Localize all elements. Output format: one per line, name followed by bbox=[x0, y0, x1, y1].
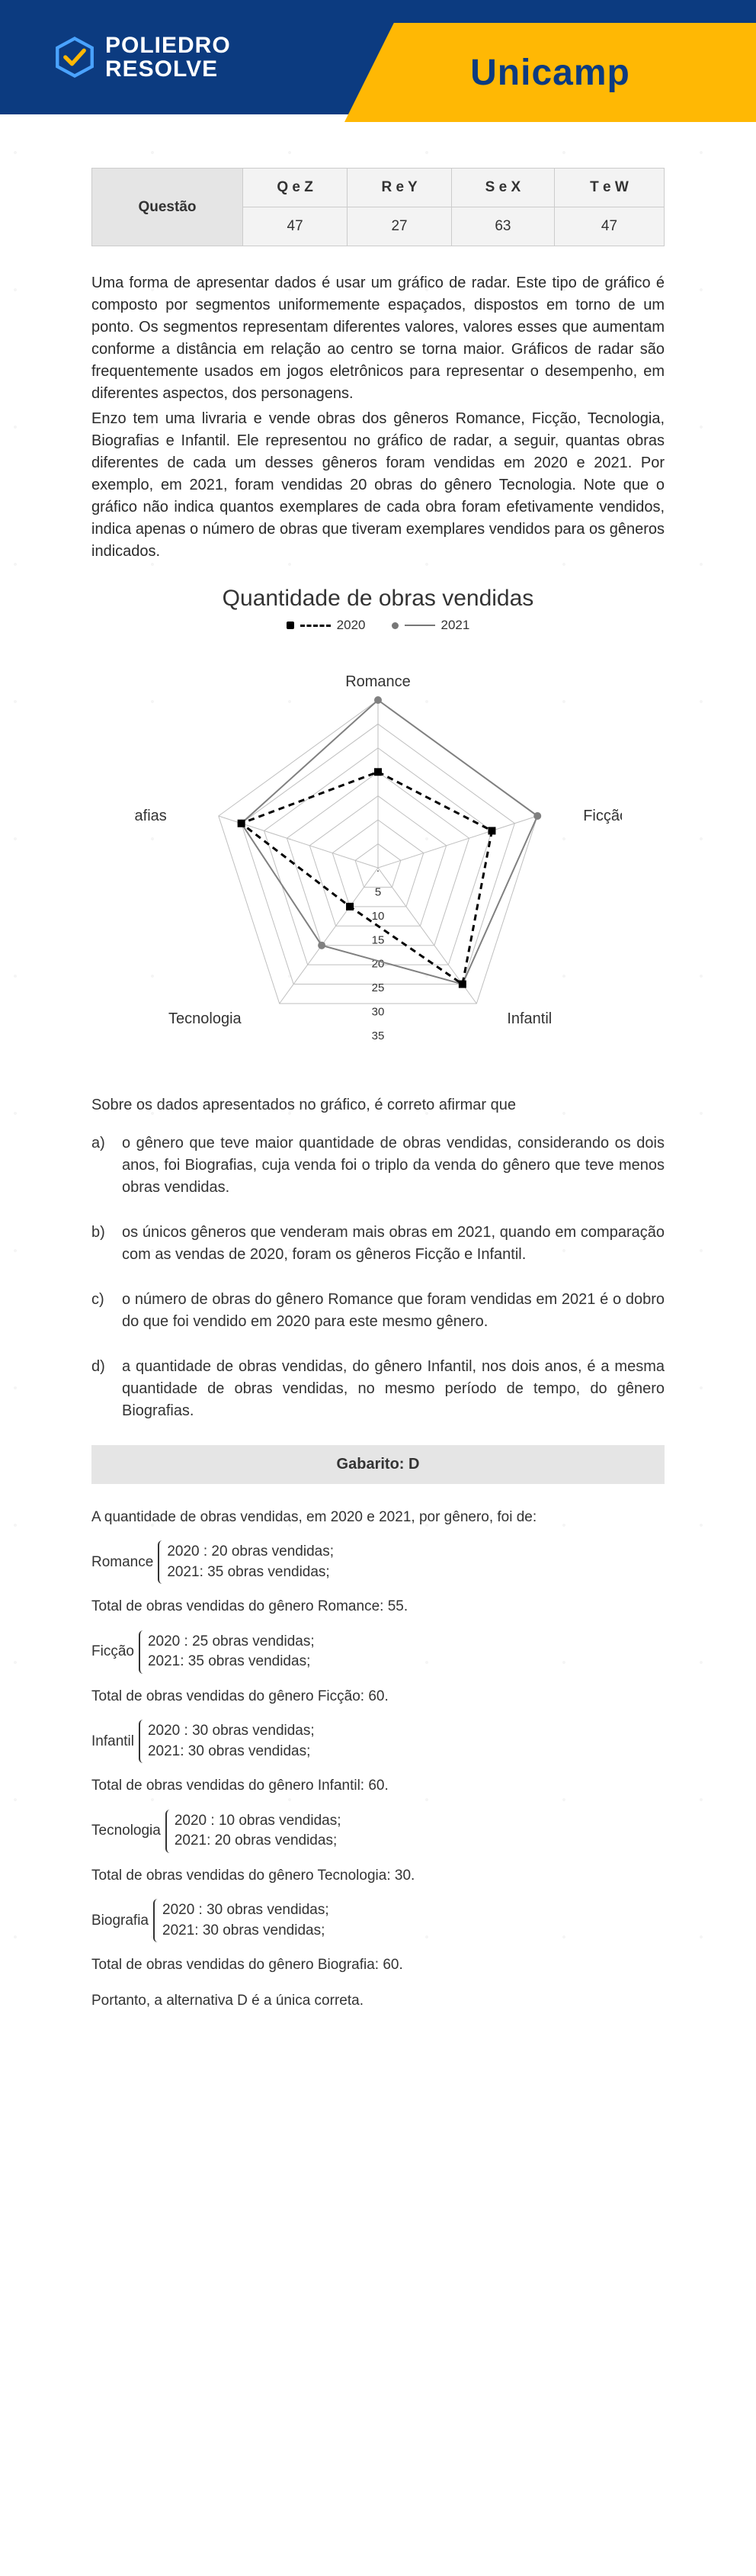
solution-genre-label: Infantil bbox=[91, 1730, 139, 1754]
solution-line: 2021: 20 obras vendidas; bbox=[175, 1831, 341, 1852]
option-label: c) bbox=[91, 1289, 111, 1333]
option-label: d) bbox=[91, 1356, 111, 1422]
solution-genre-label: Tecnologia bbox=[91, 1819, 165, 1843]
svg-text:Romance: Romance bbox=[345, 673, 411, 690]
paragraph-1: Uma forma de apresentar dados é usar um … bbox=[91, 272, 665, 405]
svg-text:30: 30 bbox=[372, 1006, 385, 1019]
solution-line: 2020 : 30 obras vendidas; bbox=[148, 1721, 315, 1742]
option-text: a quantidade de obras vendidas, do gêner… bbox=[122, 1356, 665, 1422]
solution: A quantidade de obras vendidas, em 2020 … bbox=[91, 1505, 665, 2013]
legend-2020: 2020 bbox=[287, 618, 366, 633]
solution-row: Infantil2020 : 30 obras vendidas;2021: 3… bbox=[91, 1720, 665, 1763]
svg-text:5: 5 bbox=[375, 885, 381, 898]
table-header: R e Y bbox=[348, 169, 452, 207]
option-c: c) o número de obras do gênero Romance q… bbox=[91, 1289, 665, 1333]
table-cell: 47 bbox=[554, 207, 664, 246]
options: a) o gênero que teve maior quantidade de… bbox=[91, 1132, 665, 1422]
option-text: o número de obras do gênero Romance que … bbox=[122, 1289, 665, 1333]
solution-line: 2020 : 10 obras vendidas; bbox=[175, 1811, 341, 1832]
solution-row: Romance2020 : 20 obras vendidas;2021: 35… bbox=[91, 1540, 665, 1584]
solution-brace: 2020 : 30 obras vendidas;2021: 30 obras … bbox=[153, 1899, 337, 1942]
solution-row: Ficção2020 : 25 obras vendidas;2021: 35 … bbox=[91, 1630, 665, 1674]
radar-chart: .5101520253035RomanceFicçãoInfantilTecno… bbox=[91, 639, 665, 1081]
solution-total: Total de obras vendidas do gênero Romanc… bbox=[91, 1595, 665, 1619]
option-label: b) bbox=[91, 1222, 111, 1266]
svg-text:.: . bbox=[376, 862, 380, 875]
option-text: o gênero que teve maior quantidade de ob… bbox=[122, 1132, 665, 1199]
solution-total: Total de obras vendidas do gênero Biogra… bbox=[91, 1953, 665, 1977]
solution-line: 2021: 35 obras vendidas; bbox=[148, 1652, 315, 1672]
solution-genre-label: Romance bbox=[91, 1550, 158, 1575]
legend-line-dashed-icon bbox=[300, 625, 331, 627]
svg-text:15: 15 bbox=[372, 933, 385, 946]
question-lead: Sobre os dados apresentados no gráfico, … bbox=[91, 1097, 665, 1114]
option-b: b) os únicos gêneros que venderam mais o… bbox=[91, 1222, 665, 1266]
option-a: a) o gênero que teve maior quantidade de… bbox=[91, 1132, 665, 1199]
svg-text:25: 25 bbox=[372, 981, 385, 994]
solution-total: Total de obras vendidas do gênero Tecnol… bbox=[91, 1864, 665, 1888]
table-row-label: Questão bbox=[92, 169, 243, 246]
legend-marker-circle-icon bbox=[392, 622, 399, 629]
legend-line-solid-icon bbox=[405, 625, 435, 626]
chart-legend: 2020 2021 bbox=[91, 618, 665, 633]
option-label: a) bbox=[91, 1132, 111, 1199]
solution-line: 2020 : 25 obras vendidas; bbox=[148, 1632, 315, 1653]
brand-block: POLIEDRO RESOLVE bbox=[53, 34, 231, 82]
svg-text:Tecnologia: Tecnologia bbox=[168, 1010, 242, 1027]
table-header: Q e Z bbox=[242, 169, 347, 207]
content: Questão Q e Z R e Y S e X T e W 47 27 63… bbox=[0, 114, 756, 2059]
solution-brace: 2020 : 10 obras vendidas;2021: 20 obras … bbox=[165, 1810, 349, 1853]
chart-title: Quantidade de obras vendidas bbox=[91, 586, 665, 612]
answer-bar: Gabarito: D bbox=[91, 1445, 665, 1484]
solution-total: Total de obras vendidas do gênero Ficção… bbox=[91, 1685, 665, 1709]
legend-label: 2020 bbox=[337, 618, 366, 633]
brand-line2: RESOLVE bbox=[105, 57, 231, 82]
solution-line: 2021: 30 obras vendidas; bbox=[148, 1742, 315, 1762]
solution-row: Tecnologia2020 : 10 obras vendidas;2021:… bbox=[91, 1810, 665, 1853]
legend-marker-square-icon bbox=[287, 622, 294, 629]
exam-badge: Unicamp bbox=[344, 23, 756, 122]
solution-brace: 2020 : 30 obras vendidas;2021: 30 obras … bbox=[139, 1720, 322, 1763]
table-header: S e X bbox=[451, 169, 554, 207]
solution-intro: A quantidade de obras vendidas, em 2020 … bbox=[91, 1505, 665, 1530]
check-hex-icon bbox=[53, 36, 96, 79]
legend-label: 2021 bbox=[441, 618, 470, 633]
svg-text:Ficção: Ficção bbox=[583, 808, 622, 824]
solution-total: Total de obras vendidas do gênero Infant… bbox=[91, 1774, 665, 1798]
svg-text:Biografias: Biografias bbox=[134, 808, 167, 824]
solution-line: 2021: 30 obras vendidas; bbox=[162, 1921, 329, 1942]
brand-line1: POLIEDRO bbox=[105, 34, 231, 58]
table-cell: 63 bbox=[451, 207, 554, 246]
option-text: os únicos gêneros que venderam mais obra… bbox=[122, 1222, 665, 1266]
question-table: Questão Q e Z R e Y S e X T e W 47 27 63… bbox=[91, 168, 665, 246]
table-cell: 27 bbox=[348, 207, 452, 246]
legend-2021: 2021 bbox=[392, 618, 470, 633]
header: POLIEDRO RESOLVE Unicamp bbox=[0, 0, 756, 114]
option-d: d) a quantidade de obras vendidas, do gê… bbox=[91, 1356, 665, 1422]
solution-row: Biografia2020 : 30 obras vendidas;2021: … bbox=[91, 1899, 665, 1942]
svg-text:35: 35 bbox=[372, 1029, 385, 1042]
solution-brace: 2020 : 20 obras vendidas;2021: 35 obras … bbox=[158, 1540, 341, 1584]
paragraph-2: Enzo tem uma livraria e vende obras dos … bbox=[91, 408, 665, 563]
solution-brace: 2020 : 25 obras vendidas;2021: 35 obras … bbox=[139, 1630, 322, 1674]
exam-name: Unicamp bbox=[470, 52, 630, 94]
solution-final: Portanto, a alternativa D é a única corr… bbox=[91, 1989, 665, 2013]
table-cell: 47 bbox=[242, 207, 347, 246]
svg-text:10: 10 bbox=[372, 910, 385, 923]
svg-text:Infantil: Infantil bbox=[507, 1010, 552, 1027]
solution-genre-label: Ficção bbox=[91, 1640, 139, 1664]
solution-line: 2020 : 20 obras vendidas; bbox=[167, 1542, 334, 1563]
solution-line: 2020 : 30 obras vendidas; bbox=[162, 1900, 329, 1921]
solution-genre-label: Biografia bbox=[91, 1909, 153, 1933]
solution-line: 2021: 35 obras vendidas; bbox=[167, 1563, 334, 1583]
table-header: T e W bbox=[554, 169, 664, 207]
